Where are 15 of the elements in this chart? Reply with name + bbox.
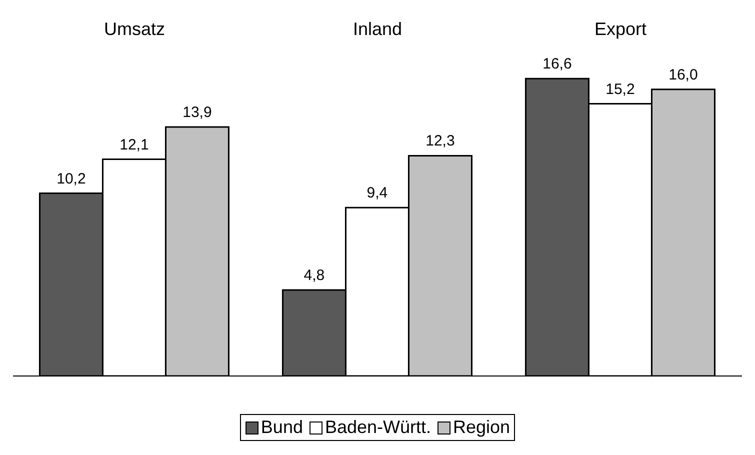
data-label: 16,6 [542,56,572,73]
legend-label: Bund [260,417,303,438]
data-label: 12,3 [426,132,455,150]
x-tick-label: Inland [352,19,402,39]
data-label: 10,2 [56,170,86,188]
x-tick-label: Umsatz [104,19,166,39]
legend-label: Baden-Württ. [324,417,432,438]
x-tick-label: Export [594,19,647,39]
data-label: 9,4 [366,184,388,202]
legend-label: Region [453,417,510,438]
data-label: 16,0 [668,66,698,84]
data-label: 15,2 [606,80,635,98]
data-label: 4,8 [304,267,325,284]
data-label: 13,9 [182,104,212,122]
data-label: 12,1 [120,136,149,154]
